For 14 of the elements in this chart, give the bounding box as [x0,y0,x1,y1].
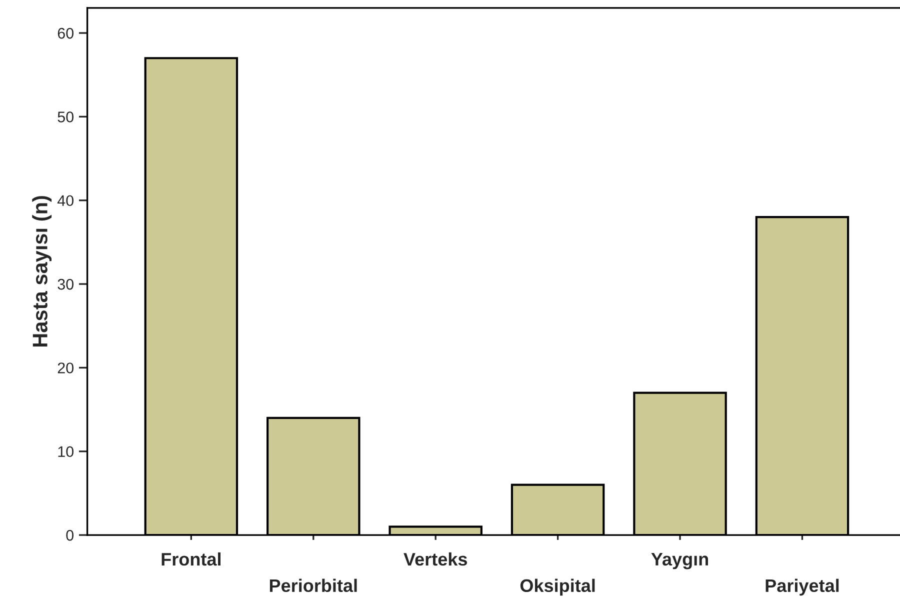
y-tick-label: 40 [57,195,74,206]
y-tick-label: 50 [58,112,74,122]
y-tick-label: 10 [58,446,74,458]
y-tick-label: 30 [58,278,74,290]
x-tick-label: Periorbital [270,578,357,592]
x-tick-label: Pariyetal [766,578,839,596]
x-tick-label: Oksipital [520,578,595,596]
y-tick-label: 60 [58,28,74,39]
y-tick-label: 20 [58,362,74,374]
y-axis-title: Hasta sayısı (n) [32,196,52,346]
x-tick-label: Frontal [162,552,220,566]
y-tick-label: 0 [66,530,74,541]
x-tick-label: Yaygın [651,552,708,570]
x-tick-label: Verteks [404,552,467,566]
